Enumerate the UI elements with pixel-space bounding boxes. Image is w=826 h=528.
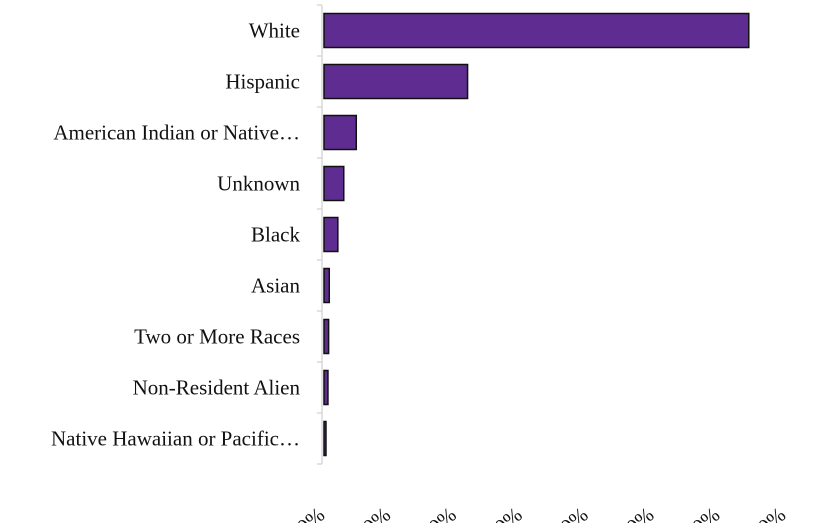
x-tick-labels: 0% 10% 20% 30% 40% 50% 60% 70% (292, 502, 790, 528)
axis-layer (317, 4, 323, 465)
category-label: Unknown (217, 172, 300, 196)
bar (323, 114, 358, 151)
category-label: Black (251, 223, 300, 247)
bar (323, 267, 331, 304)
bar (323, 216, 339, 253)
x-tick-label: 10% (350, 502, 395, 523)
bar (323, 420, 327, 457)
category-label: Asian (251, 274, 300, 298)
category-label: Non-Resident Alien (133, 376, 301, 400)
category-label: Native Hawaiian or Pacific… (51, 427, 300, 451)
x-tick-label: 60% (679, 502, 724, 523)
category-labels: White Hispanic American Indian or Native… U… (51, 19, 300, 451)
x-tick-label: 50% (614, 502, 659, 523)
category-label: American Indian or Native… (53, 121, 300, 145)
bar (323, 12, 750, 49)
category-label: Two or More Races (134, 325, 300, 349)
x-tick-label: 30% (482, 502, 527, 523)
category-label: Hispanic (225, 70, 300, 94)
bar (323, 318, 330, 355)
bar (323, 63, 469, 100)
x-tick-label: 20% (416, 502, 461, 523)
category-label: White (249, 19, 300, 43)
x-tick-label: 40% (548, 502, 593, 523)
bar (323, 165, 345, 202)
x-tick-label: 70% (745, 502, 790, 523)
bars-layer (323, 12, 750, 457)
bar (323, 369, 329, 406)
x-tick-label: 0% (292, 502, 329, 523)
